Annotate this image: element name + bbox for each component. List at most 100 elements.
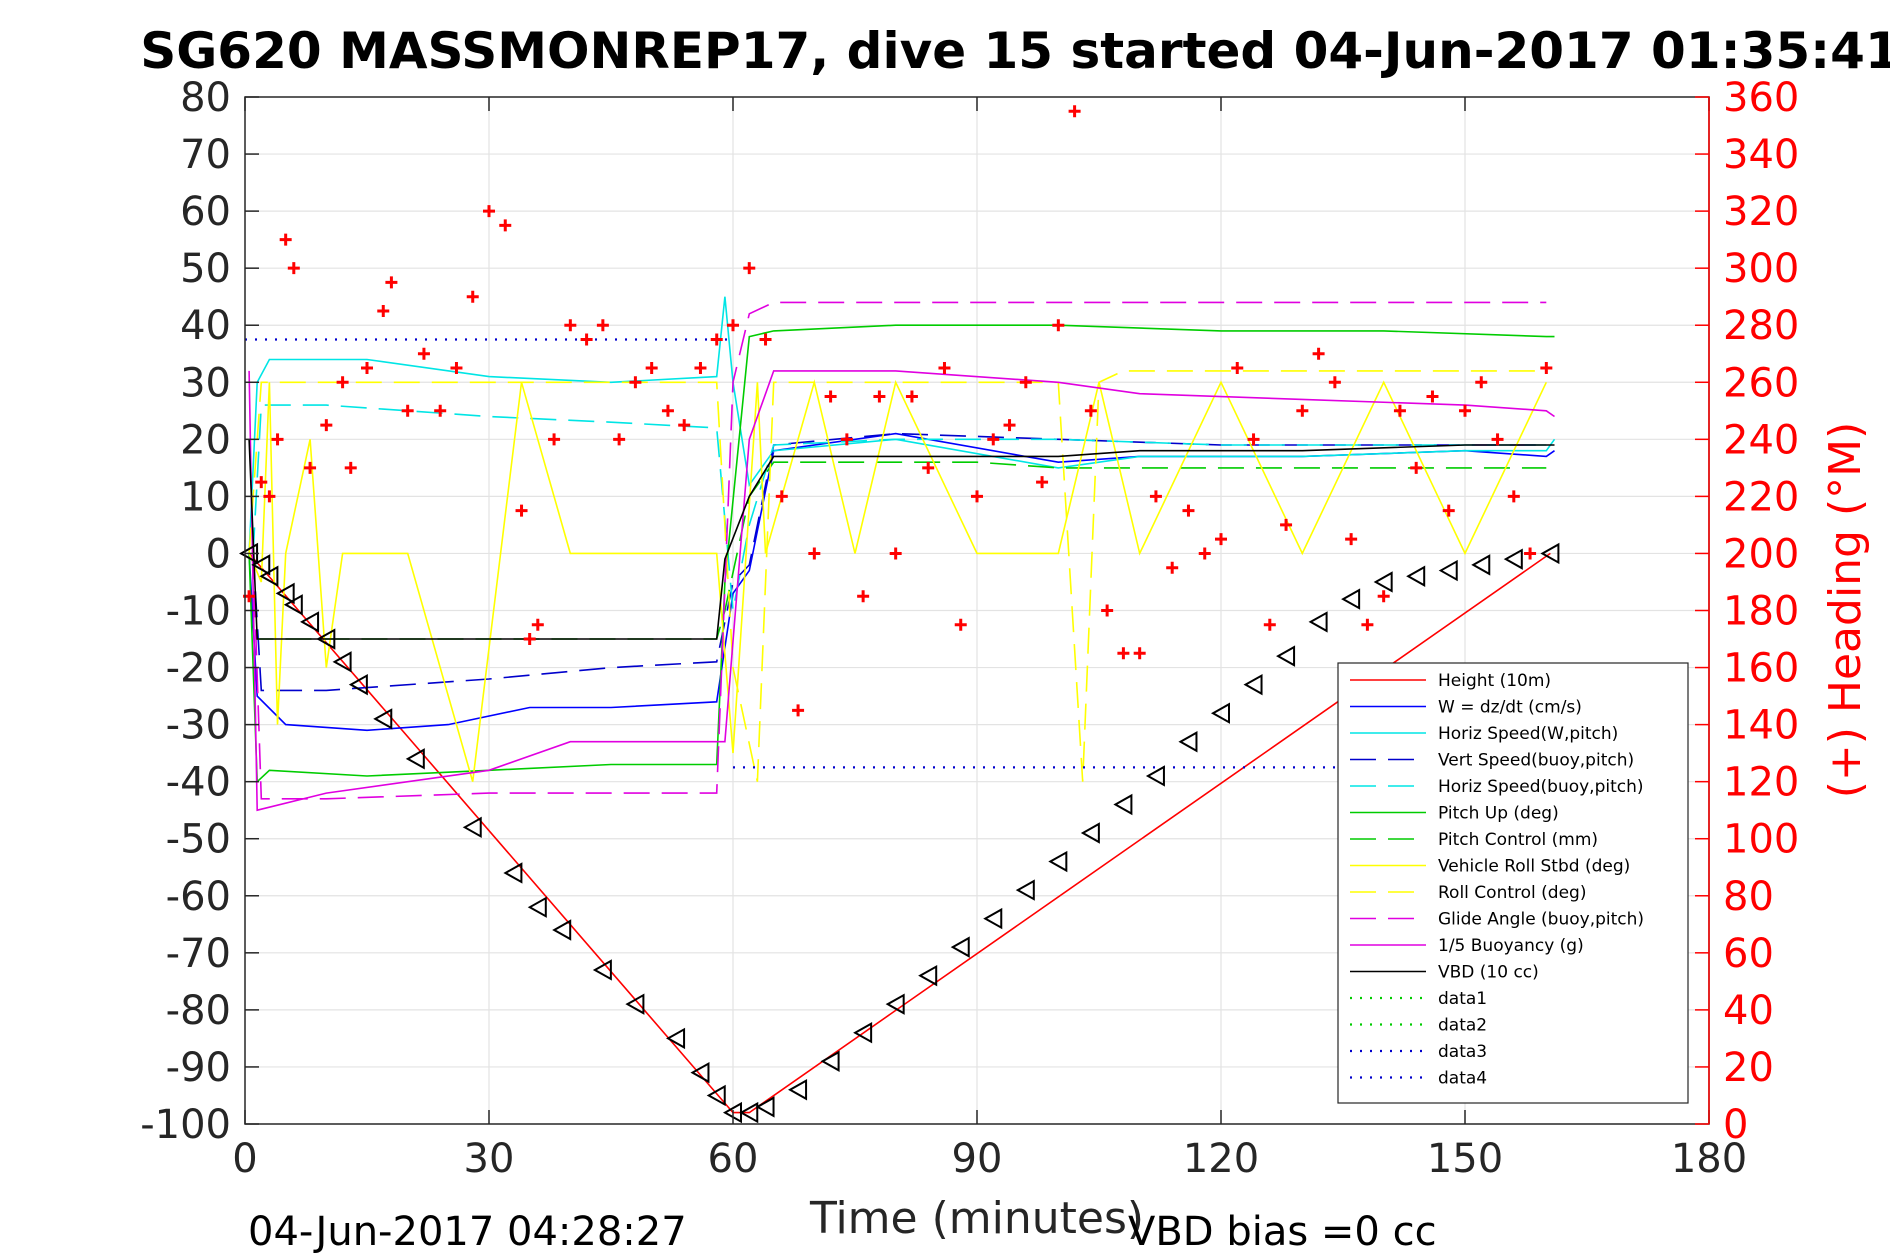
legend-label: Height (10m) [1438, 671, 1551, 691]
series-line [252, 432, 1547, 692]
heading-point [1377, 590, 1390, 603]
left-y-tick-label: 70 [180, 132, 231, 178]
heading-point [629, 376, 642, 389]
heading-point [466, 290, 479, 303]
depth-marker [332, 651, 352, 673]
heading-point [1296, 404, 1309, 417]
heading-point [775, 490, 788, 503]
depth-marker [1210, 702, 1230, 724]
right-y-axis-label: (+) Heading (°M) [1820, 422, 1871, 799]
footer-timestamp: 04-Jun-2017 04:28:27 [248, 1209, 687, 1255]
heading-point [1133, 647, 1146, 660]
heading-point [1524, 547, 1537, 560]
left-y-tick-label: 20 [180, 417, 231, 463]
right-y-tick-label: 360 [1723, 75, 1799, 121]
right-y-tick-label: 60 [1723, 931, 1774, 977]
legend-label: data3 [1438, 1042, 1487, 1062]
left-y-tick-label: -50 [166, 817, 231, 863]
heading-point [1540, 362, 1553, 375]
depth-marker [251, 554, 271, 576]
heading-point [450, 362, 463, 375]
depth-marker [373, 708, 393, 730]
depth-marker [1113, 793, 1133, 816]
legend-box [1337, 662, 1689, 1104]
heading-point [1101, 604, 1114, 617]
depth-marker [755, 1096, 775, 1118]
heading-point [792, 704, 805, 717]
heading-point [613, 433, 626, 446]
left-y-tick-label: -80 [166, 988, 231, 1034]
legend-label: Pitch Control (mm) [1438, 830, 1598, 850]
heading-point [1084, 404, 1097, 417]
heading-point [1345, 533, 1358, 546]
depth-marker [275, 582, 295, 605]
left-y-tick-label: -10 [166, 589, 231, 635]
depth-marker [1276, 645, 1296, 667]
series-line [252, 301, 1547, 800]
depth-marker [666, 1027, 686, 1050]
heading-point [710, 333, 723, 346]
footer-vbd-bias: VBD bias =0 cc [1128, 1209, 1437, 1255]
heading-point [523, 633, 536, 646]
heading-point [759, 333, 772, 346]
x-tick-label: 0 [232, 1136, 257, 1182]
left-y-tick-label: 0 [206, 531, 231, 577]
heading-point [255, 476, 268, 489]
depth-marker [592, 959, 612, 981]
heading-point [344, 461, 357, 474]
left-y-tick-label: 60 [180, 189, 231, 235]
depth-marker [788, 1079, 808, 1101]
legend-label: Roll Control (deg) [1438, 883, 1586, 903]
heading-point [743, 262, 756, 275]
depth-marker [1438, 559, 1458, 582]
legend-label: Vehicle Roll Stbd (deg) [1438, 857, 1630, 877]
heading-point [271, 433, 284, 446]
depth-marker [1373, 571, 1393, 593]
depth-marker [1406, 565, 1426, 587]
depth-marker [503, 862, 523, 884]
heading-point [1312, 347, 1325, 360]
right-y-tick-label: 340 [1723, 132, 1799, 178]
heading-point [596, 319, 609, 332]
left-y-tick-label: 80 [180, 75, 231, 121]
heading-point [1410, 461, 1423, 474]
legend-label: W = dz/dt (cm/s) [1438, 698, 1582, 718]
right-y-tick-label: 160 [1723, 646, 1799, 692]
legend-label: data4 [1438, 1069, 1487, 1089]
depth-marker [552, 919, 572, 941]
heading-point [515, 504, 528, 517]
heading-point [1263, 618, 1276, 631]
right-y-tick-label: 320 [1723, 189, 1799, 235]
heading-point [1491, 433, 1504, 446]
heading-point [857, 590, 870, 603]
depth-marker [259, 565, 279, 587]
right-y-tick-label: 80 [1723, 874, 1774, 920]
heading-point [1459, 404, 1471, 417]
depth-marker [1308, 611, 1328, 633]
legend-label: Pitch Up (deg) [1438, 804, 1559, 824]
x-axis-label: Time (minutes) [809, 1193, 1144, 1244]
right-y-tick-label: 240 [1723, 417, 1799, 463]
left-y-tick-label: -100 [140, 1102, 231, 1148]
right-y-tick-label: 280 [1723, 303, 1799, 349]
heading-point [1507, 490, 1520, 503]
depth-marker [885, 993, 905, 1015]
chart-title: SG620 MASSMONREP17, dive 15 started 04-J… [140, 22, 1890, 80]
heading-point [905, 390, 918, 403]
heading-point [1036, 476, 1049, 489]
heading-point [263, 490, 276, 503]
heading-point [377, 304, 390, 317]
depth-marker [300, 611, 320, 633]
heading-point [434, 404, 447, 417]
heading-point [1247, 433, 1260, 446]
right-y-tick-label: 40 [1723, 988, 1774, 1034]
heading-point [320, 419, 333, 432]
heading-point [580, 333, 593, 346]
left-y-tick-label: -30 [166, 703, 231, 749]
left-y-tick-label: -20 [166, 646, 231, 692]
depth-marker [348, 673, 368, 696]
heading-point [499, 219, 512, 232]
heading-point [694, 362, 707, 375]
depth-marker [1341, 588, 1361, 610]
left-y-tick-label: 30 [180, 360, 231, 406]
